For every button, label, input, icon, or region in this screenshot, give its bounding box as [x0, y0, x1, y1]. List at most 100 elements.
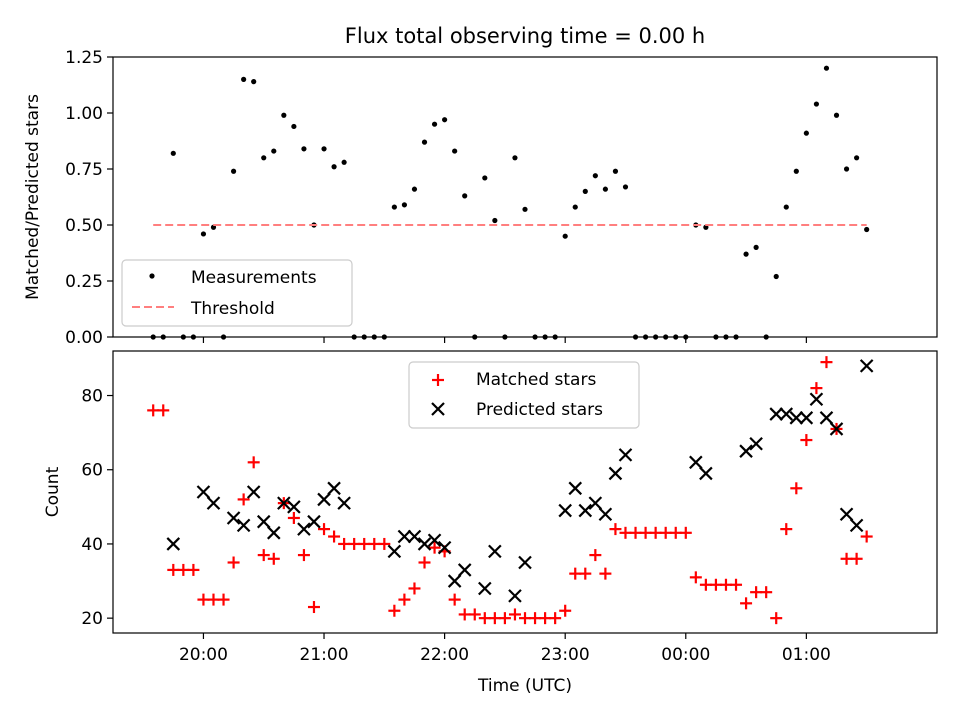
legend-predicted-label: Predicted stars: [476, 400, 603, 420]
counts-y-tick-label: 80: [81, 387, 103, 407]
measurements-point: [411, 186, 418, 192]
matched-stars-point: [448, 593, 461, 606]
measurements-point: [763, 334, 769, 340]
measurements-x-ticks: [202, 337, 807, 343]
measurements-point: [452, 148, 458, 154]
matched-stars-point: [378, 537, 391, 550]
measurements-point: [572, 204, 578, 210]
counts-y-tick-label: 20: [81, 609, 103, 629]
predicted-stars-point: [236, 518, 251, 533]
matched-stars-point: [227, 556, 240, 569]
measurements-point: [361, 334, 367, 340]
measurements-point: [391, 204, 397, 210]
measurements-point: [562, 233, 568, 239]
matched-stars-point: [780, 523, 793, 536]
measurements-point: [321, 146, 327, 152]
predicted-stars-point: [287, 500, 301, 514]
matched-stars-point: [689, 571, 702, 584]
matched-stars-point: [709, 578, 722, 591]
matched-stars-point: [559, 604, 572, 617]
measurements-point: [612, 168, 619, 174]
counts-y-tick-label: 60: [81, 461, 103, 481]
measurements-point: [421, 139, 428, 145]
matched-stars-point: [147, 404, 160, 417]
matched-stars-point: [719, 578, 732, 591]
matched-stars-point: [287, 511, 300, 524]
measurements-point: [653, 334, 659, 340]
measurements-point: [331, 164, 337, 170]
measurements-point: [150, 334, 156, 340]
matched-stars-point: [619, 526, 632, 539]
predicted-stars-point: [689, 455, 703, 470]
measurements-point: [542, 334, 548, 340]
matched-stars-point: [157, 404, 170, 417]
matched-stars-point: [247, 456, 260, 469]
matched-stars-point: [519, 612, 531, 625]
predicted-stars-point: [799, 411, 814, 425]
matched-stars-point: [267, 552, 280, 565]
matched-stars-point: [488, 612, 501, 625]
measurements-y-axis-label: Matched/Predicted stars: [23, 94, 43, 300]
measurements-point: [642, 334, 649, 340]
measurements-point: [803, 130, 809, 136]
predicted-stars-point: [397, 529, 412, 544]
measurements-point: [632, 334, 639, 340]
measurements-legend: Measurements Threshold: [121, 259, 353, 327]
measurements-point: [854, 155, 860, 161]
matched-stars-point: [458, 608, 471, 621]
measurements-y-tick-label: 0.50: [65, 216, 103, 236]
measurements-point: [371, 334, 377, 340]
matched-stars-point: [740, 597, 753, 610]
measurements-point: [431, 121, 438, 127]
predicted-stars-point: [196, 485, 211, 499]
matched-stars-point: [468, 608, 481, 621]
measurements-point: [743, 251, 749, 257]
matched-stars-point: [408, 582, 421, 595]
matched-stars-point: [217, 593, 230, 606]
counts-legend-box: [408, 361, 640, 429]
matched-stars-point: [197, 593, 210, 606]
measurements-point: [522, 206, 528, 212]
measurements-point: [622, 184, 629, 190]
measurements-point: [492, 217, 498, 224]
legend-matched-label: Matched stars: [476, 370, 596, 390]
matched-stars-point: [328, 530, 341, 543]
x-axis-label: Time (UTC): [477, 676, 572, 696]
counts-y-tick-label: 40: [81, 535, 103, 555]
matched-stars-point: [840, 552, 853, 565]
predicted-stars-point: [749, 436, 763, 451]
predicted-stars-point: [558, 503, 572, 518]
measurements-point: [462, 193, 468, 199]
predicted-stars-point: [608, 466, 623, 481]
predicted-stars-point: [789, 411, 804, 425]
counts-legend: Matched stars Predicted stars: [408, 361, 640, 429]
measurements-y-tick-label: 1.00: [65, 104, 103, 124]
matched-stars-point: [207, 593, 220, 606]
matched-stars-point: [669, 526, 682, 539]
predicted-stars-point: [166, 537, 181, 551]
measurements-point: [793, 168, 799, 174]
predicted-stars-point: [849, 518, 864, 533]
matched-stars-point: [800, 434, 813, 447]
matched-stars-point: [338, 537, 351, 550]
measurements-point: [773, 273, 779, 280]
matched-stars-point: [820, 356, 833, 369]
legend-threshold-label: Threshold: [190, 299, 275, 319]
predicted-stars-point: [427, 533, 442, 548]
measurements-y-tick-label: 0.75: [65, 160, 103, 180]
measurements-point: [381, 334, 387, 340]
predicted-stars-point: [578, 503, 593, 518]
counts-y-axis-label: Count: [43, 466, 63, 517]
predicted-stars-point: [829, 422, 844, 436]
matched-stars-point: [398, 593, 411, 606]
matched-stars-point: [257, 549, 270, 562]
measurements-point: [301, 146, 307, 152]
predicted-stars-point: [618, 448, 633, 462]
measurements-point: [733, 334, 739, 340]
measurements-point: [200, 231, 207, 237]
matched-stars-point: [770, 612, 783, 625]
measurements-point: [190, 334, 196, 340]
legend-measurements-label: Measurements: [191, 268, 317, 288]
matched-stars-point: [388, 604, 401, 617]
measurements-point: [753, 244, 759, 250]
